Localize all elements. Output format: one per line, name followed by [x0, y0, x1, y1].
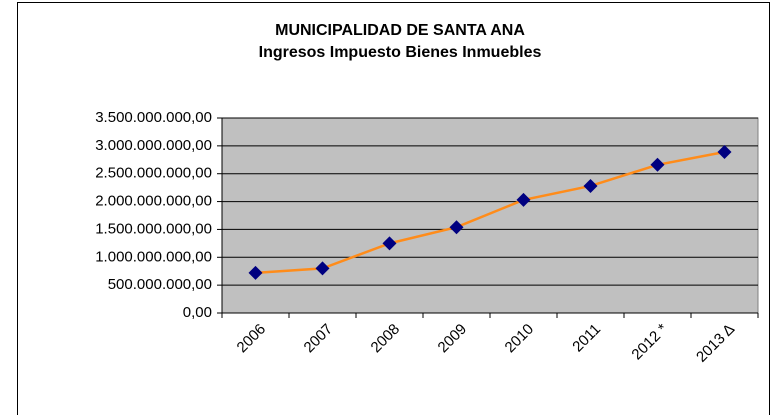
y-tick-label: 2.000.000.000,00: [95, 193, 212, 210]
chart-title: MUNICIPALIDAD DE SANTA ANA: [275, 22, 525, 39]
marker: [315, 261, 330, 276]
marker: [449, 220, 464, 235]
y-tick-label: 0,00: [183, 304, 212, 321]
y-tick-label: 1.500.000.000,00: [95, 220, 212, 237]
y-tick-label: 500.000.000,00: [108, 276, 212, 293]
marker: [382, 236, 397, 251]
marker: [650, 157, 665, 172]
marker: [516, 192, 531, 207]
y-tick-label: 1.000.000.000,00: [95, 248, 212, 265]
marker: [717, 144, 732, 159]
plot-area: [221, 117, 759, 314]
marker: [248, 265, 263, 280]
y-tick-label: 2.500.000.000,00: [95, 165, 212, 182]
chart-subtitle: Ingresos Impuesto Bienes Inmuebles: [259, 44, 542, 61]
line: [255, 150, 725, 275]
y-tick-label: 3.500.000.000,00: [95, 109, 212, 126]
y-tick-label: 3.000.000.000,00: [95, 137, 212, 154]
marker: [583, 178, 598, 193]
